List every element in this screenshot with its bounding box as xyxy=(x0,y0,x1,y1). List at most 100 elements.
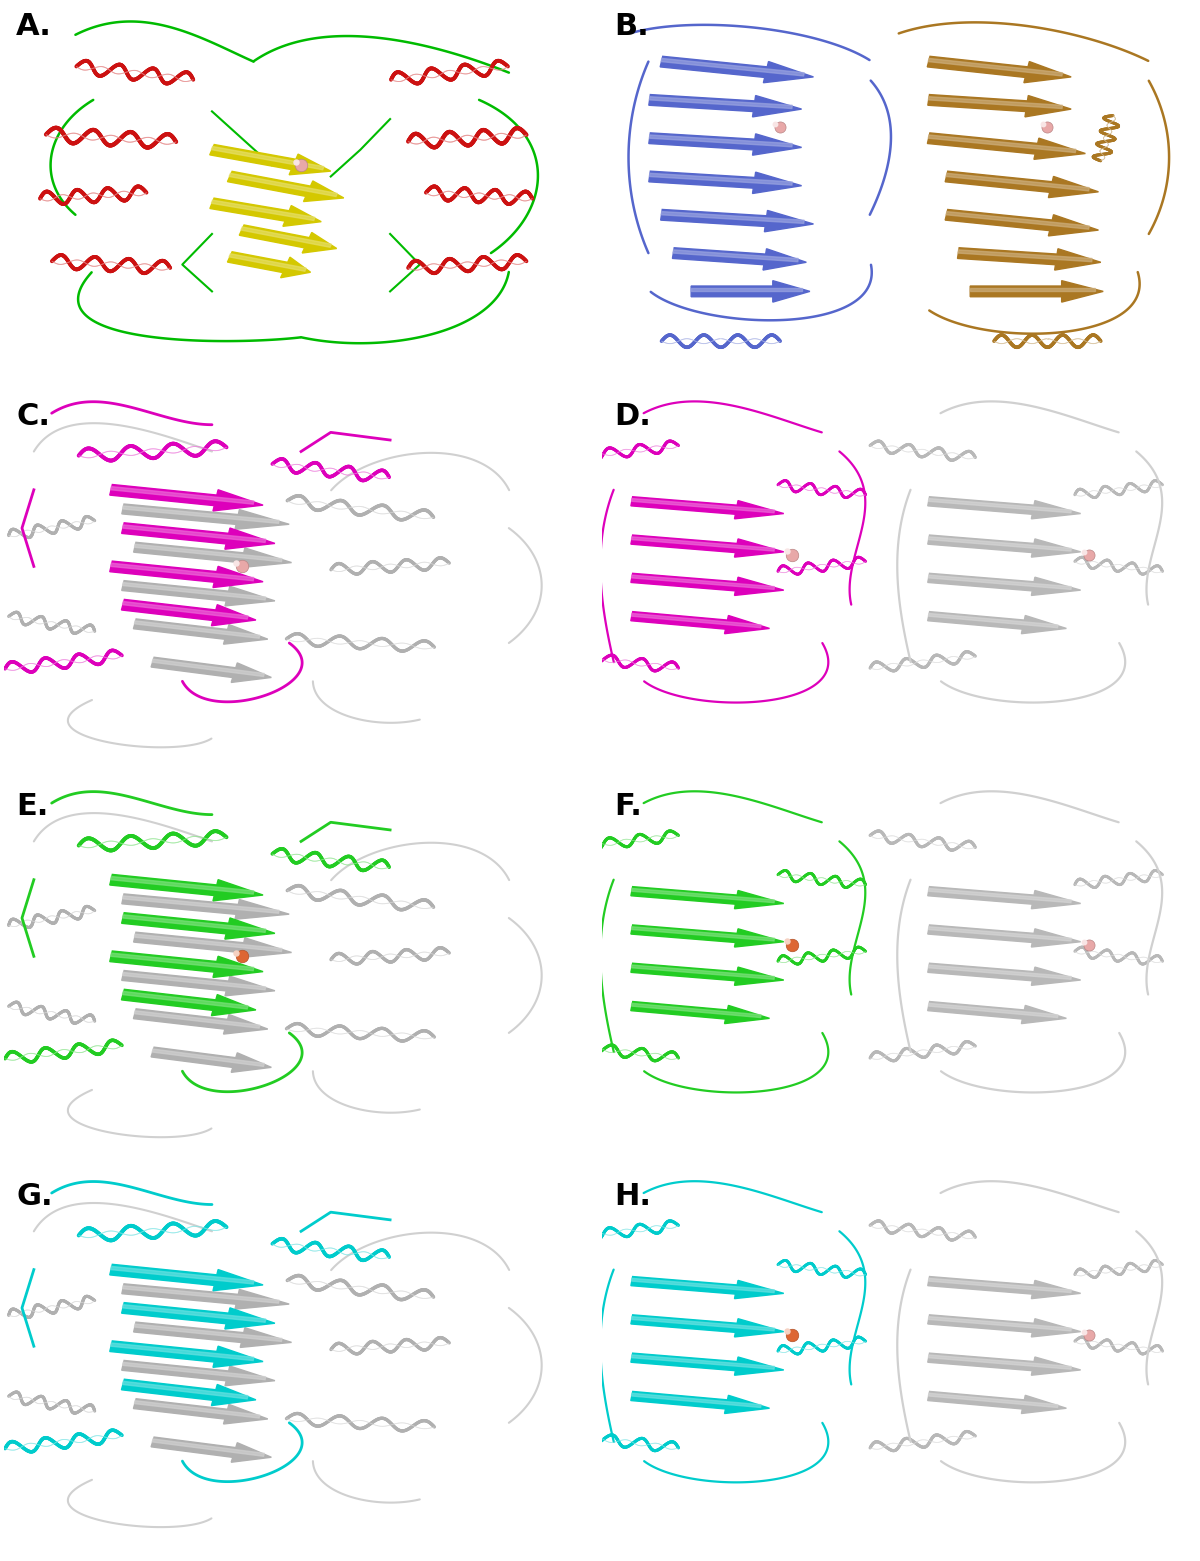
FancyArrow shape xyxy=(649,134,792,147)
FancyArrow shape xyxy=(928,887,1081,909)
FancyArrow shape xyxy=(649,173,792,186)
FancyArrow shape xyxy=(122,896,280,913)
FancyArrow shape xyxy=(928,95,1072,117)
FancyArrow shape xyxy=(228,172,343,201)
FancyArrow shape xyxy=(929,965,1072,979)
FancyArrow shape xyxy=(122,506,280,523)
FancyArrow shape xyxy=(109,1341,263,1367)
FancyArrow shape xyxy=(631,1278,774,1293)
FancyArrow shape xyxy=(122,915,266,932)
FancyArrow shape xyxy=(928,1277,1081,1299)
Text: F.: F. xyxy=(614,791,642,821)
FancyArrow shape xyxy=(631,537,774,551)
FancyArrow shape xyxy=(631,1394,761,1408)
FancyArrow shape xyxy=(631,927,774,941)
FancyArrow shape xyxy=(649,97,792,109)
FancyArrow shape xyxy=(928,1353,1081,1375)
FancyArrow shape xyxy=(631,573,784,595)
Text: D.: D. xyxy=(614,401,650,431)
FancyArrow shape xyxy=(631,1002,769,1024)
FancyArrow shape xyxy=(121,1302,275,1328)
FancyArrow shape xyxy=(929,613,1058,628)
Text: E.: E. xyxy=(16,791,48,821)
FancyArrow shape xyxy=(929,1278,1072,1293)
FancyArrow shape xyxy=(631,496,784,518)
FancyArrow shape xyxy=(928,963,1081,985)
FancyArrow shape xyxy=(691,281,810,303)
FancyArrow shape xyxy=(946,212,1090,229)
FancyArrow shape xyxy=(109,874,263,901)
FancyArrow shape xyxy=(134,1400,260,1417)
FancyArrow shape xyxy=(928,1002,1067,1024)
FancyArrow shape xyxy=(122,1286,280,1303)
FancyArrow shape xyxy=(133,1008,268,1033)
FancyArrow shape xyxy=(929,537,1072,551)
FancyArrow shape xyxy=(929,1004,1058,1018)
FancyArrow shape xyxy=(631,535,784,557)
FancyArrow shape xyxy=(239,225,337,253)
FancyArrow shape xyxy=(133,1322,292,1347)
FancyArrow shape xyxy=(133,1399,268,1424)
FancyArrow shape xyxy=(928,1391,1067,1414)
FancyArrow shape xyxy=(929,498,1072,512)
FancyArrow shape xyxy=(122,601,248,620)
Text: C.: C. xyxy=(16,401,50,431)
FancyArrow shape xyxy=(241,226,331,247)
FancyArrow shape xyxy=(134,1324,282,1341)
FancyArrow shape xyxy=(134,933,282,952)
FancyArrow shape xyxy=(971,281,1103,303)
FancyArrow shape xyxy=(110,1342,254,1361)
FancyArrow shape xyxy=(631,1277,784,1299)
FancyArrow shape xyxy=(946,173,1090,190)
FancyArrow shape xyxy=(631,1391,769,1414)
FancyArrow shape xyxy=(121,990,256,1016)
FancyArrow shape xyxy=(110,877,254,894)
FancyArrow shape xyxy=(110,1266,254,1285)
FancyArrow shape xyxy=(109,484,263,510)
FancyArrow shape xyxy=(110,487,254,504)
FancyArrow shape xyxy=(929,888,1072,902)
FancyArrow shape xyxy=(929,574,1072,590)
FancyArrow shape xyxy=(631,1316,774,1332)
FancyArrow shape xyxy=(228,251,311,278)
FancyArrow shape xyxy=(151,657,271,682)
FancyArrow shape xyxy=(661,58,804,76)
FancyArrow shape xyxy=(631,1004,761,1018)
FancyArrow shape xyxy=(946,209,1098,236)
FancyArrow shape xyxy=(928,535,1081,557)
FancyArrow shape xyxy=(649,133,802,155)
FancyArrow shape xyxy=(661,212,804,223)
FancyArrow shape xyxy=(672,248,806,270)
FancyArrow shape xyxy=(152,1049,264,1066)
FancyArrow shape xyxy=(152,659,264,676)
FancyArrow shape xyxy=(631,574,774,590)
Text: A.: A. xyxy=(16,12,52,41)
FancyArrow shape xyxy=(946,172,1098,198)
FancyArrow shape xyxy=(110,954,254,971)
FancyArrow shape xyxy=(661,209,814,231)
FancyArrow shape xyxy=(122,1363,265,1380)
FancyArrow shape xyxy=(928,56,1072,83)
FancyArrow shape xyxy=(929,97,1062,109)
FancyArrow shape xyxy=(649,95,802,117)
FancyArrow shape xyxy=(134,545,282,562)
FancyArrow shape xyxy=(631,1353,784,1375)
FancyArrow shape xyxy=(151,1047,271,1072)
FancyArrow shape xyxy=(122,973,265,990)
FancyArrow shape xyxy=(122,1305,266,1322)
FancyArrow shape xyxy=(928,573,1081,595)
FancyArrow shape xyxy=(211,147,324,170)
FancyArrow shape xyxy=(211,200,316,220)
Text: B.: B. xyxy=(614,12,649,41)
FancyArrow shape xyxy=(631,888,774,902)
FancyArrow shape xyxy=(133,620,268,645)
FancyArrow shape xyxy=(229,254,306,272)
FancyArrow shape xyxy=(210,145,331,175)
FancyArrow shape xyxy=(631,926,784,948)
FancyArrow shape xyxy=(929,927,1072,941)
FancyArrow shape xyxy=(122,504,289,529)
FancyArrow shape xyxy=(134,621,260,638)
FancyArrow shape xyxy=(134,1012,260,1029)
FancyArrow shape xyxy=(649,172,802,194)
FancyArrow shape xyxy=(660,56,814,83)
